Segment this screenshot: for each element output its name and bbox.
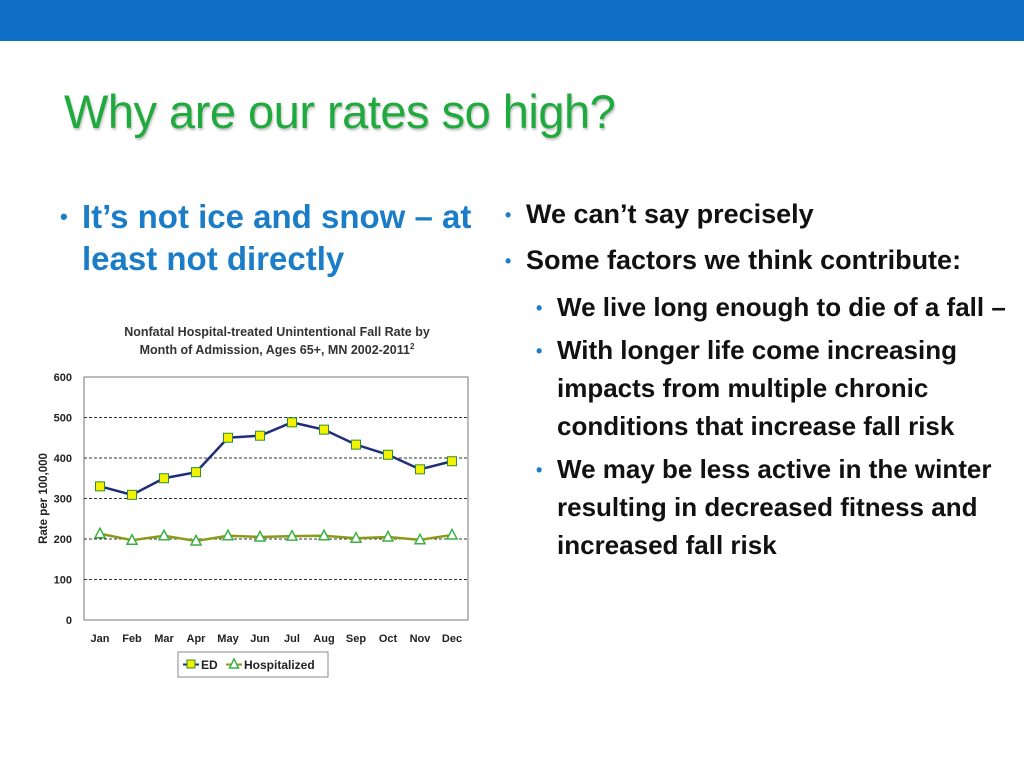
- x-tick-label: Sep: [346, 633, 366, 645]
- data-point-ed: [287, 417, 297, 428]
- data-point-ed: [127, 489, 137, 500]
- data-point-ed: [255, 430, 265, 441]
- right-subbullet-item: • We live long enough to die of a fall –: [536, 288, 1015, 326]
- bullet-dot-icon: •: [505, 205, 512, 225]
- legend-box: [177, 651, 329, 678]
- right-subbullet-text: We may be less active in the winter resu…: [557, 454, 992, 560]
- data-point-hospitalized: [349, 531, 363, 543]
- y-tick-label: 200: [54, 534, 72, 546]
- left-bullet-item: • It’s not ice and snow – at least not d…: [60, 196, 490, 280]
- right-subbullet-item: • We may be less active in the winter re…: [536, 450, 1015, 564]
- bullet-dot-icon: •: [536, 298, 543, 318]
- data-point-hospitalized: [189, 533, 203, 546]
- right-bullet-list: • We can’t say precisely • Some factors …: [505, 196, 1015, 564]
- y-tick-label: 600: [54, 372, 72, 384]
- y-tick-label: 0: [66, 615, 72, 627]
- left-bullet-text: It’s not ice and snow – at least not dir…: [82, 198, 472, 277]
- bullet-dot-icon: •: [505, 251, 512, 271]
- right-subbullet-text: With longer life come increasing impacts…: [557, 335, 957, 441]
- data-point-hospitalized: [157, 528, 171, 541]
- x-tick-label: Feb: [122, 633, 142, 645]
- bullet-dot-icon: •: [60, 204, 68, 229]
- right-subbullet-item: • With longer life come increasing impac…: [536, 331, 1015, 445]
- bullet-dot-icon: •: [536, 341, 543, 361]
- x-tick-label: May: [217, 633, 239, 645]
- x-tick-label: Apr: [187, 633, 207, 645]
- data-point-ed: [95, 481, 105, 492]
- fall-rate-chart-svg: Nonfatal Hospital-treated Unintentional …: [38, 325, 469, 678]
- chart-title-line: Month of Admission, Ages 65+, MN 2002-20…: [140, 343, 410, 357]
- y-tick-label: 100: [54, 575, 72, 587]
- data-point-hospitalized: [125, 533, 139, 545]
- legend-label-hospitalized: Hospitalized: [244, 658, 315, 672]
- data-point-ed: [191, 467, 201, 478]
- y-tick-label: 400: [54, 453, 72, 465]
- legend-marker-hospitalized: [228, 657, 240, 669]
- slide-title: Why are our rates so high?: [64, 85, 616, 138]
- bullet-dot-icon: •: [536, 460, 543, 480]
- right-subbullet-text: We live long enough to die of a fall –: [557, 292, 1006, 322]
- right-bullet-text: Some factors we think contribute:: [526, 245, 962, 275]
- data-point-hospitalized: [253, 529, 267, 542]
- series-line-ed: [99, 421, 453, 497]
- y-tick-label: 300: [54, 494, 72, 506]
- left-column: • It’s not ice and snow – at least not d…: [60, 196, 490, 280]
- right-bullet-item: • We can’t say precisely: [505, 196, 1015, 233]
- data-point-hospitalized: [93, 526, 107, 539]
- x-tick-label: Jul: [284, 633, 300, 645]
- chart-legend: ED Hospitalized: [177, 651, 329, 678]
- x-tick-label: Aug: [313, 633, 334, 645]
- x-tick-label: Jun: [250, 633, 270, 645]
- data-point-hospitalized: [445, 527, 459, 540]
- right-bullet-item: • Some factors we think contribute:: [505, 242, 1015, 279]
- legend-marker-ed: [186, 659, 196, 669]
- data-point-ed: [383, 449, 393, 460]
- x-tick-label: Nov: [410, 633, 432, 645]
- data-point-ed: [223, 432, 233, 443]
- data-point-ed: [351, 439, 361, 450]
- chart-title-line: Nonfatal Hospital-treated Unintentional …: [124, 325, 430, 339]
- x-tick-label: Jan: [91, 633, 110, 645]
- data-point-hospitalized: [285, 529, 299, 541]
- y-tick-label: 500: [54, 413, 72, 425]
- data-point-ed: [319, 424, 329, 435]
- left-bullet-list: • It’s not ice and snow – at least not d…: [60, 196, 490, 280]
- y-axis-label: Rate per 100,000: [38, 453, 50, 544]
- series-line-hospitalized: [99, 532, 453, 543]
- fall-rate-chart: Nonfatal Hospital-treated Unintentional …: [30, 312, 475, 687]
- chart-title-superscript: 2: [410, 342, 415, 351]
- data-point-hospitalized: [381, 529, 395, 542]
- data-point-hospitalized: [413, 532, 427, 545]
- x-tick-label: Oct: [379, 633, 398, 645]
- data-point-hospitalized: [317, 528, 331, 541]
- x-tick-label: Dec: [442, 633, 462, 645]
- legend-label-ed: ED: [201, 658, 218, 672]
- data-point-ed: [415, 464, 425, 475]
- data-point-hospitalized: [221, 528, 235, 541]
- x-tick-label: Mar: [154, 633, 174, 645]
- right-bullet-text: We can’t say precisely: [526, 199, 814, 229]
- chart-title: Nonfatal Hospital-treated Unintentional …: [124, 325, 430, 357]
- right-column: • We can’t say precisely • Some factors …: [505, 196, 1015, 569]
- data-point-ed: [159, 473, 169, 484]
- data-point-ed: [447, 456, 457, 467]
- top-accent-bar: [0, 0, 1024, 41]
